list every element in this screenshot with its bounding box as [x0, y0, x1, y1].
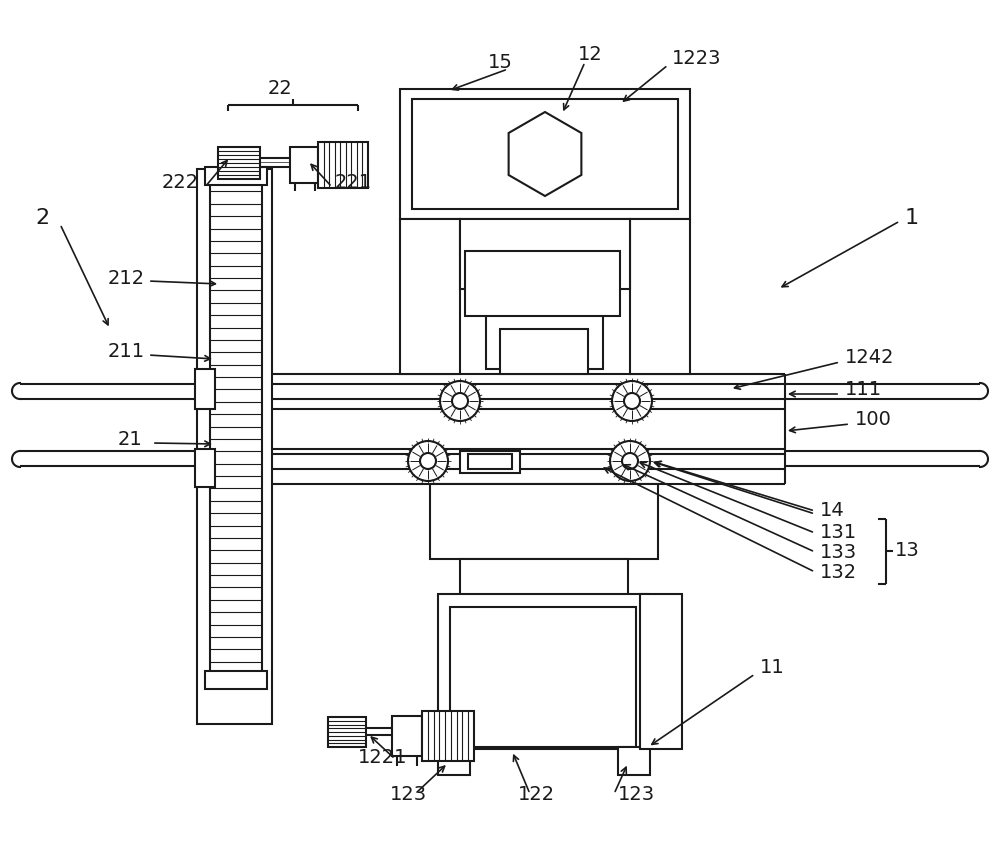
Circle shape	[452, 393, 468, 409]
Text: 2: 2	[35, 208, 49, 228]
Text: 131: 131	[820, 522, 857, 541]
Text: 13: 13	[895, 540, 920, 559]
Bar	[218, 148, 260, 180]
Text: 1242: 1242	[845, 348, 895, 367]
Bar	[205, 168, 267, 186]
Bar	[500, 329, 588, 374]
Bar	[422, 711, 474, 761]
Text: 123: 123	[390, 785, 427, 804]
Bar	[460, 451, 520, 473]
Bar	[465, 252, 620, 316]
Bar	[438, 747, 470, 775]
Text: 11: 11	[760, 658, 785, 676]
Text: 100: 100	[855, 410, 892, 429]
Bar	[438, 595, 648, 749]
Text: 212: 212	[108, 268, 145, 287]
Text: 22: 22	[268, 78, 292, 97]
Bar	[205, 671, 267, 689]
Bar	[412, 100, 678, 210]
Bar	[460, 560, 628, 619]
Bar	[450, 607, 636, 747]
Text: 1221: 1221	[358, 747, 408, 767]
Bar	[618, 747, 650, 775]
Circle shape	[622, 454, 638, 469]
Bar	[328, 717, 366, 747]
Bar	[318, 142, 368, 189]
Text: 132: 132	[820, 562, 857, 581]
Text: 14: 14	[820, 500, 845, 519]
Circle shape	[408, 442, 448, 481]
Text: 15: 15	[488, 52, 513, 72]
Bar	[210, 180, 262, 674]
Bar	[197, 170, 272, 724]
Text: 123: 123	[618, 785, 655, 804]
Circle shape	[612, 381, 652, 421]
Bar	[195, 450, 215, 487]
Bar	[392, 717, 422, 756]
Text: 133: 133	[820, 542, 857, 560]
Text: 111: 111	[845, 380, 882, 399]
Circle shape	[610, 442, 650, 481]
Circle shape	[440, 381, 480, 421]
Bar	[460, 220, 630, 290]
Bar	[400, 220, 460, 374]
Text: 122: 122	[518, 785, 555, 804]
Bar	[630, 220, 690, 374]
Circle shape	[624, 393, 640, 409]
Text: 21: 21	[118, 430, 143, 449]
Bar	[486, 290, 603, 369]
Text: 211: 211	[108, 342, 145, 361]
Text: 1223: 1223	[672, 49, 722, 67]
Bar	[468, 455, 512, 469]
Text: 1: 1	[905, 208, 919, 228]
Bar	[400, 90, 690, 220]
Text: 12: 12	[578, 45, 603, 65]
Polygon shape	[509, 113, 581, 197]
Text: 221: 221	[335, 172, 372, 191]
Bar	[640, 595, 682, 749]
Bar	[430, 485, 658, 560]
Bar	[195, 369, 215, 409]
Text: 222: 222	[162, 172, 199, 191]
Bar	[290, 148, 318, 183]
Circle shape	[420, 454, 436, 469]
